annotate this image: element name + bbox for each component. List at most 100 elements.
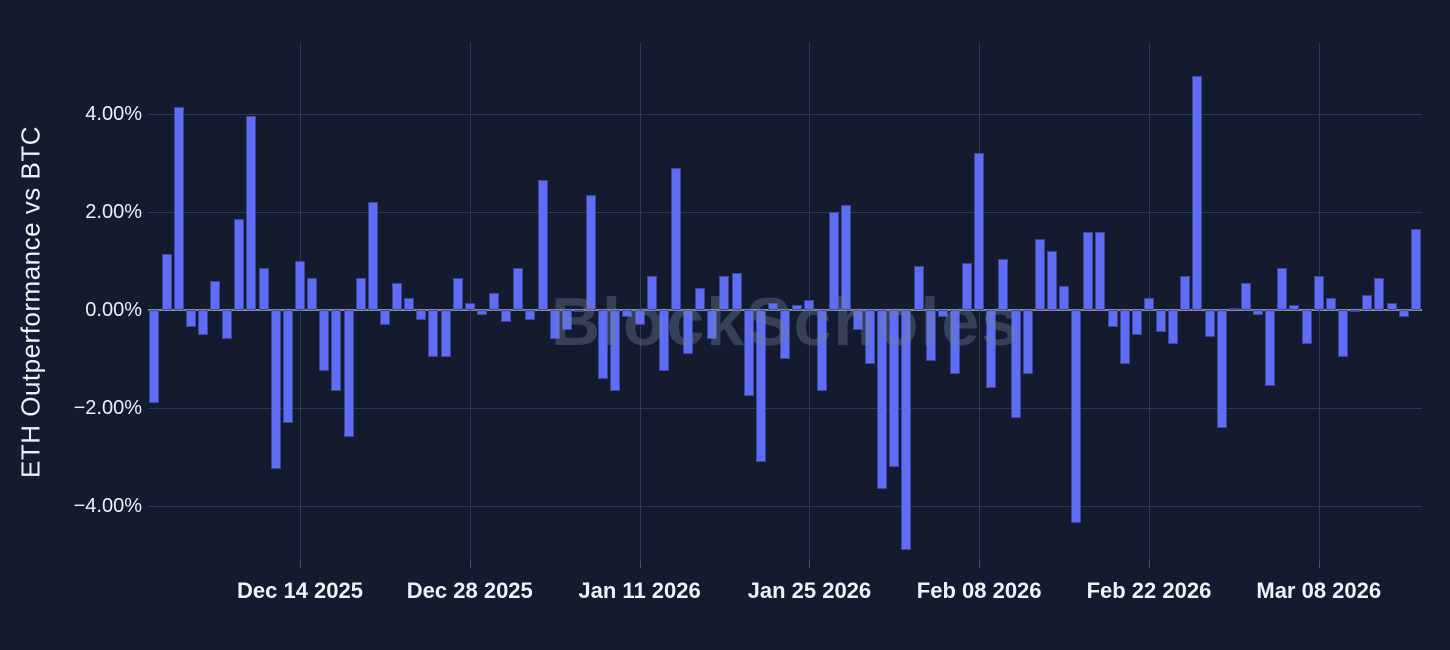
bar[interactable]	[1325, 297, 1336, 310]
bar[interactable]	[379, 310, 390, 325]
bar[interactable]	[925, 310, 936, 362]
bar[interactable]	[622, 310, 633, 318]
bar[interactable]	[1059, 285, 1070, 310]
bar[interactable]	[719, 275, 730, 310]
bar[interactable]	[295, 261, 305, 310]
bar[interactable]	[367, 202, 378, 310]
bar[interactable]	[561, 310, 572, 330]
bar[interactable]	[428, 310, 439, 357]
bar[interactable]	[1313, 275, 1324, 310]
bar[interactable]	[877, 310, 888, 489]
bar[interactable]	[476, 310, 487, 315]
bar[interactable]	[804, 300, 815, 310]
bar[interactable]	[1253, 310, 1264, 315]
bar[interactable]	[149, 310, 160, 404]
bar[interactable]	[1350, 310, 1361, 313]
bar[interactable]	[173, 106, 184, 310]
bar[interactable]	[1083, 231, 1094, 310]
bar[interactable]	[913, 265, 924, 310]
bar[interactable]	[513, 268, 524, 310]
bar[interactable]	[549, 310, 560, 340]
bar[interactable]	[586, 194, 597, 310]
bar[interactable]	[610, 310, 621, 391]
bar[interactable]	[598, 310, 609, 379]
bar[interactable]	[1143, 297, 1154, 310]
bar[interactable]	[634, 310, 645, 325]
bar[interactable]	[270, 310, 281, 470]
bar[interactable]	[1095, 231, 1106, 310]
bar[interactable]	[1071, 310, 1082, 524]
bar[interactable]	[731, 273, 742, 310]
bar[interactable]	[792, 305, 803, 310]
bar[interactable]	[658, 310, 669, 372]
bar[interactable]	[1228, 307, 1239, 310]
bar[interactable]	[1180, 275, 1191, 310]
bar[interactable]	[392, 283, 403, 310]
bar[interactable]	[246, 116, 257, 310]
bar[interactable]	[1362, 295, 1373, 310]
bar[interactable]	[986, 310, 997, 389]
bar[interactable]	[998, 258, 1009, 310]
bar[interactable]	[537, 180, 548, 310]
bar[interactable]	[307, 278, 318, 310]
bar[interactable]	[949, 310, 960, 374]
bar[interactable]	[525, 310, 536, 320]
bar[interactable]	[780, 310, 791, 359]
bar[interactable]	[1338, 310, 1348, 357]
bar[interactable]	[646, 275, 657, 310]
bar[interactable]	[464, 302, 475, 310]
bar[interactable]	[1107, 310, 1118, 328]
bar[interactable]	[282, 310, 293, 423]
bar[interactable]	[210, 280, 221, 310]
bar[interactable]	[852, 310, 863, 330]
bar[interactable]	[197, 310, 208, 335]
bar[interactable]	[974, 153, 985, 310]
bar[interactable]	[1119, 310, 1130, 364]
bar[interactable]	[234, 219, 245, 310]
bar[interactable]	[828, 212, 839, 310]
bar[interactable]	[937, 310, 948, 318]
bar[interactable]	[440, 310, 451, 357]
bar[interactable]	[962, 263, 973, 310]
bar[interactable]	[452, 278, 463, 310]
bar[interactable]	[489, 292, 500, 310]
bar[interactable]	[1398, 310, 1409, 318]
bar[interactable]	[1022, 310, 1033, 374]
bar[interactable]	[343, 310, 354, 438]
bar[interactable]	[355, 278, 366, 310]
bar[interactable]	[319, 310, 330, 372]
bar[interactable]	[1131, 310, 1142, 335]
bar[interactable]	[865, 310, 876, 364]
bar[interactable]	[1374, 278, 1385, 310]
bar[interactable]	[840, 204, 851, 310]
bar[interactable]	[185, 310, 196, 328]
bar[interactable]	[1010, 310, 1021, 418]
bar[interactable]	[1265, 310, 1276, 386]
bar[interactable]	[573, 310, 584, 313]
bar[interactable]	[1289, 305, 1300, 310]
bar[interactable]	[1277, 268, 1288, 310]
bar[interactable]	[1156, 310, 1167, 333]
bar[interactable]	[331, 310, 342, 391]
bar[interactable]	[670, 167, 681, 310]
bar[interactable]	[755, 310, 766, 462]
bar[interactable]	[1386, 302, 1397, 310]
bar[interactable]	[707, 310, 718, 340]
bar[interactable]	[1410, 229, 1421, 310]
bar[interactable]	[816, 310, 827, 391]
bar[interactable]	[416, 310, 427, 320]
bar[interactable]	[683, 310, 694, 355]
bar[interactable]	[404, 297, 415, 310]
bar[interactable]	[901, 310, 912, 551]
bar[interactable]	[258, 268, 269, 310]
bar[interactable]	[1034, 238, 1045, 310]
bar[interactable]	[222, 310, 233, 340]
bar[interactable]	[1240, 283, 1251, 310]
bar[interactable]	[889, 310, 900, 467]
bar[interactable]	[743, 310, 754, 396]
bar[interactable]	[1301, 310, 1312, 345]
bar[interactable]	[695, 287, 706, 310]
bar[interactable]	[1204, 310, 1215, 337]
bar[interactable]	[1168, 310, 1179, 345]
bar[interactable]	[767, 302, 778, 310]
